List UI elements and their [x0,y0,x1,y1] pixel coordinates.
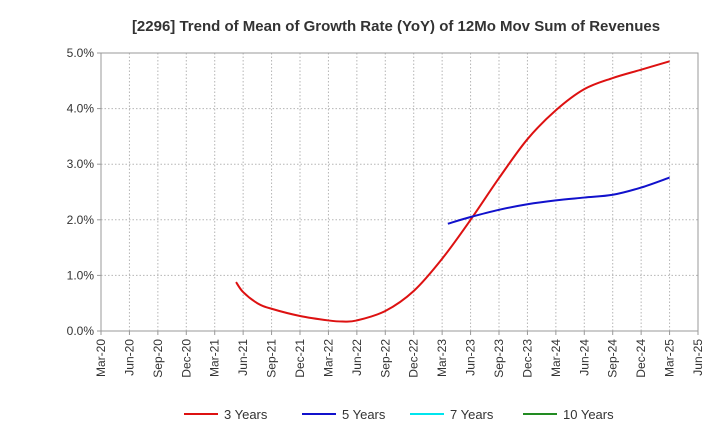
x-tick-label: Dec-22 [407,339,421,378]
x-tick-label: Dec-23 [520,339,534,378]
x-tick-label: Mar-24 [549,339,563,377]
x-tick-label: Jun-23 [464,339,478,376]
y-tick-label: 5.0% [67,46,95,60]
x-tick-label: Jun-20 [122,339,136,376]
y-tick-label: 3.0% [67,157,95,171]
y-tick-label: 0.0% [67,324,95,338]
x-tick-label: Mar-22 [321,339,335,377]
legend-label-7-years: 7 Years [450,407,494,422]
x-tick-label: Sep-24 [606,339,620,378]
x-tick-label: Mar-20 [94,339,108,377]
series-line-3-years [235,60,670,323]
legend-label-3-years: 3 Years [224,407,268,422]
x-tick-label: Sep-22 [378,339,392,378]
x-tick-label: Sep-23 [492,339,506,378]
x-axis-ticks: Mar-20 Jun-20 Sep-20 Dec-20 Mar-21 Jun-21 Sep-… [94,331,705,378]
x-tick-label: Dec-20 [179,339,193,378]
grid [101,53,698,331]
x-tick-label: Dec-24 [634,339,648,378]
x-tick-label: Jun-25 [691,339,705,376]
x-tick-label: Mar-25 [663,339,677,377]
y-tick-label: 2.0% [67,213,95,227]
x-tick-label: Jun-24 [577,339,591,376]
chart-title: [2296] Trend of Mean of Growth Rate (YoY… [132,18,660,35]
x-tick-label: Mar-21 [208,339,222,377]
plot-area-frame [100,52,699,332]
y-tick-label: 4.0% [67,102,95,116]
x-tick-label: Mar-23 [435,339,449,377]
x-tick-label: Dec-21 [293,339,307,378]
x-tick-label: Jun-22 [350,339,364,376]
y-axis-ticks: 0.0% 1.0% 2.0% 3.0% 4.0% 5.0% [67,46,101,338]
legend-label-5-years: 5 Years [342,407,386,422]
x-tick-label: Jun-21 [236,339,250,376]
y-tick-label: 1.0% [67,268,95,282]
x-tick-label: Sep-21 [265,339,279,378]
series-line-5-years [447,176,670,225]
legend: 3 Years 5 Years 7 Years 10 Years [184,407,614,422]
x-tick-label: Sep-20 [151,339,165,378]
legend-label-10-years: 10 Years [563,407,614,422]
series-lines [235,60,670,323]
